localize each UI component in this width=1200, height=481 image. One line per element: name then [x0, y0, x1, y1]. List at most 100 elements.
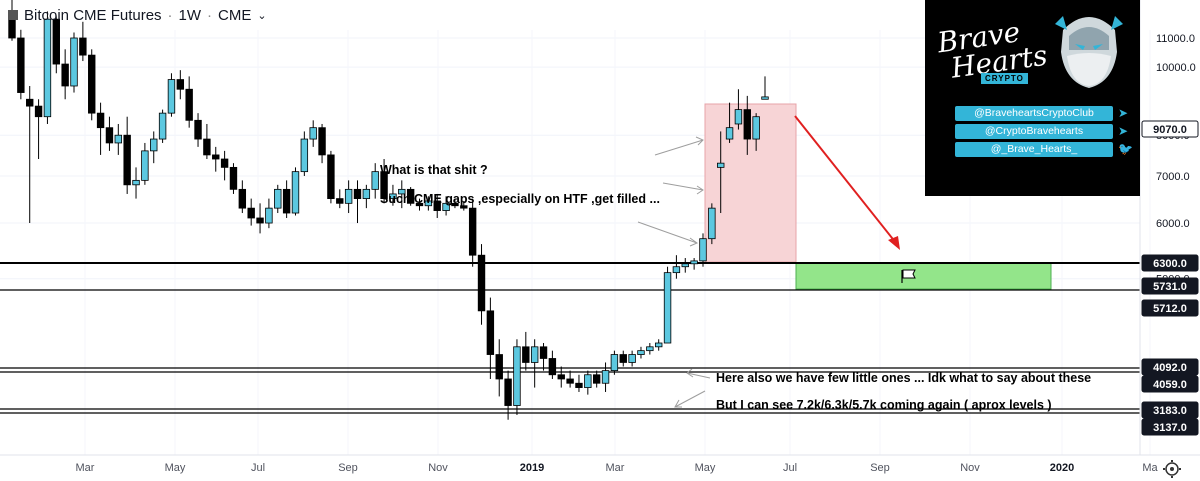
candle: [743, 95, 751, 155]
annotation-levels: But I can see 7.2k/6.3k/5.7k coming agai…: [716, 398, 1052, 412]
candle: [362, 184, 371, 209]
time-tick-label: Nov: [960, 462, 980, 474]
price-label: 6300.0: [1153, 258, 1187, 270]
candle: [584, 370, 592, 395]
candle: [513, 339, 521, 415]
exchange-label: CME: [218, 6, 252, 24]
chart-header[interactable]: Bitcoin CME Futures · 1W · CME ⌄: [0, 0, 267, 30]
gray-pointer-arrows: [637, 136, 711, 408]
annotation-little-gaps: Here also we have few little ones ... Id…: [716, 371, 1092, 385]
candle: [256, 203, 264, 234]
telegram-handle-club[interactable]: @BraveheartsCryptoClub: [955, 106, 1113, 121]
red-target-arrow: [794, 115, 900, 250]
time-tick-label: Jul: [251, 462, 265, 474]
time-tick-label: 2019: [520, 462, 544, 474]
candles: [8, 0, 769, 420]
candle: [141, 142, 149, 185]
candle: [167, 73, 176, 117]
price-label: 3137.0: [1153, 422, 1187, 434]
time-tick-label: Mar: [606, 462, 625, 474]
candle: [690, 258, 698, 270]
candle: [663, 266, 672, 344]
candle: [557, 366, 565, 388]
candle: [442, 196, 450, 216]
telegram-icon: ➤: [1118, 124, 1129, 138]
candle: [530, 339, 539, 388]
candle: [79, 21, 87, 62]
candle: [26, 85, 34, 224]
telegram-icon: ➤: [1118, 106, 1129, 120]
candle: [681, 258, 689, 273]
candle: [88, 49, 96, 121]
candle: [495, 339, 503, 397]
candle: [309, 120, 317, 147]
price-tick-label: 11000.0: [1156, 33, 1195, 45]
candle: [247, 198, 255, 226]
candle: [300, 131, 309, 176]
candle: [336, 189, 344, 209]
candle: [114, 123, 123, 155]
twitter-handle[interactable]: @_Brave_Hearts_: [955, 142, 1113, 157]
candle: [539, 343, 548, 371]
candle: [628, 350, 636, 367]
candle: [601, 362, 610, 392]
price-label: 4059.0: [1153, 379, 1187, 391]
candle: [468, 198, 477, 267]
candle: [132, 167, 140, 199]
candle: [566, 370, 574, 388]
candle: [415, 198, 424, 211]
candle: [105, 116, 114, 151]
candle: [229, 163, 238, 194]
candle: [327, 150, 335, 204]
candle: [353, 180, 362, 224]
candle: [717, 131, 725, 214]
candle: [17, 29, 25, 100]
candle: [61, 49, 69, 100]
price-label: 3183.0: [1153, 405, 1187, 417]
symbol-name: Bitcoin CME Futures: [24, 6, 162, 24]
candle: [123, 116, 131, 194]
candle: [460, 200, 468, 211]
time-axis[interactable]: Mar May Jul Sep Nov 2019 Mar May Jul Sep Nov 2020 Ma: [76, 462, 1159, 474]
candle: [176, 70, 185, 100]
candle: [70, 32, 78, 93]
candle: [282, 180, 291, 218]
candle: [548, 350, 557, 379]
price-label: 9070.0: [1153, 124, 1187, 136]
brand-tag: CRYPTO: [981, 73, 1028, 84]
candle: [451, 198, 459, 209]
time-tick-label: May: [165, 462, 186, 474]
price-labels: 9070.0 6300.0 5731.0 5712.0 4092.0 4059.0 3183…: [1141, 120, 1199, 436]
price-tick-label: 10000.0: [1156, 62, 1196, 74]
time-tick-label: Ma: [1142, 462, 1158, 474]
settings-gear-icon[interactable]: [1163, 460, 1181, 478]
price-label: 5731.0: [1153, 281, 1187, 293]
time-tick-label: May: [695, 462, 716, 474]
candle: [504, 370, 512, 420]
telegram-handle-channel[interactable]: @CryptoBravehearts: [955, 124, 1113, 139]
candle: [654, 339, 663, 351]
price-label: 5712.0: [1153, 303, 1187, 315]
annotation-question: What is that shit ?: [380, 163, 488, 177]
price-tick-label: 7000.0: [1156, 171, 1190, 183]
candle: [477, 244, 486, 325]
price-label: 4092.0: [1153, 362, 1187, 374]
candle: [52, 16, 60, 74]
candle: [96, 102, 105, 155]
candle: [220, 150, 229, 181]
chevron-down-icon[interactable]: ⌄: [257, 9, 267, 22]
candle: [672, 255, 681, 279]
candle: [761, 76, 769, 100]
candle: [238, 180, 247, 214]
candle: [619, 350, 627, 367]
candle: [389, 184, 397, 206]
support-levels: [0, 262, 1140, 414]
candle: [610, 350, 619, 375]
candle: [212, 146, 220, 172]
candle: [646, 343, 654, 355]
interval-label[interactable]: 1W: [178, 6, 202, 24]
candle: [380, 159, 388, 204]
annotation-gaps: Such CME gaps ,especially on HTF ,get fi…: [380, 192, 660, 206]
